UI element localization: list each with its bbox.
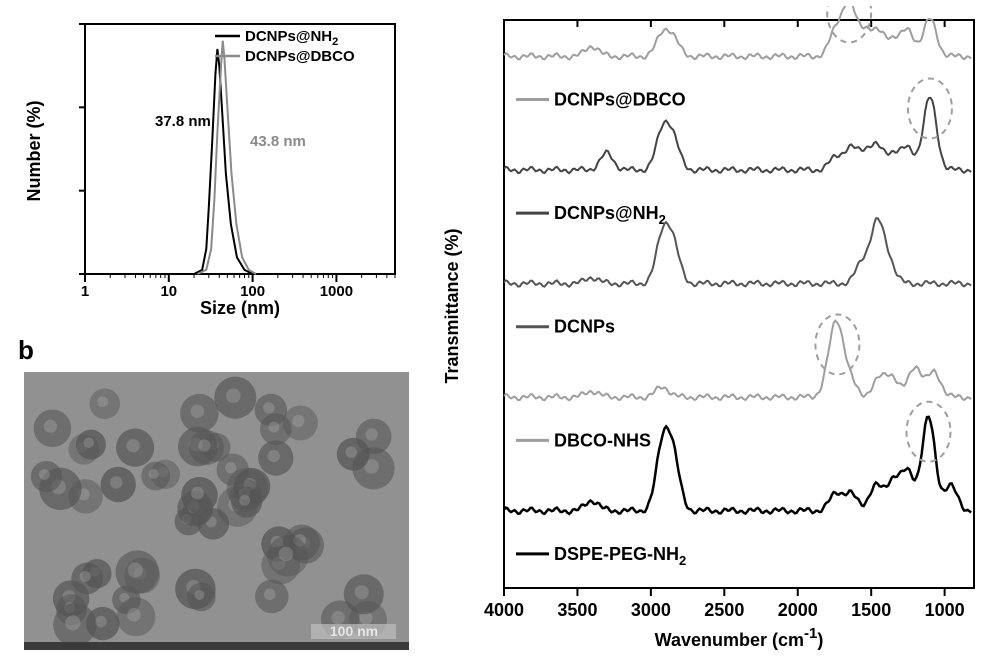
svg-text:10: 10 — [160, 283, 177, 300]
panel-c: 4000350030002500200015001000 DCNPs@DBCOD… — [430, 6, 985, 656]
panel-b-label: b — [18, 335, 34, 366]
panel-a-ylabel: Number (%) — [24, 100, 44, 201]
annotation-43-8: 43.8 nm — [250, 133, 306, 150]
svg-text:1500: 1500 — [851, 600, 891, 620]
scalebar-text: 100 nm — [330, 623, 378, 639]
panel-a: 1101001000 37.8 nm 43.8 nm DCNPs@NH2 DCN… — [15, 6, 410, 321]
svg-text:1000: 1000 — [320, 283, 353, 300]
ftir-label-4: DSPE-PEG-NH2 — [554, 544, 686, 568]
ftir-traces: DCNPs@DBCO DCNPs@NH2 DCNPs DBCO-NHS DSPE-PEG… — [504, 6, 971, 568]
panel-b: 100 nm — [24, 372, 409, 650]
panel-a-xticks: 1101001000 — [81, 274, 395, 300]
ftir-circle-0 — [827, 6, 871, 42]
panel-a-svg: 1101001000 37.8 nm 43.8 nm DCNPs@NH2 DCN… — [15, 6, 410, 321]
ftir-label-2: DCNPs — [554, 317, 615, 337]
panel-a-legend: DCNPs@NH2 DCNPs@DBCO — [215, 28, 355, 65]
legend-label-nh2: DCNPs@NH2 — [245, 28, 338, 48]
svg-text:2500: 2500 — [704, 600, 744, 620]
svg-text:2000: 2000 — [778, 600, 818, 620]
ftir-label-0: DCNPs@DBCO — [554, 90, 686, 110]
svg-text:3000: 3000 — [631, 600, 671, 620]
series-nh2 — [194, 49, 253, 274]
legend-label-dbco: DCNPs@DBCO — [245, 48, 355, 65]
ftir-trace-0 — [504, 6, 971, 60]
panel-a-xlabel: Size (nm) — [200, 298, 280, 318]
panel-b-svg: 100 nm — [24, 372, 409, 650]
panel-c-svg: 4000350030002500200015001000 DCNPs@DBCOD… — [430, 6, 985, 656]
annotation-37-8: 37.8 nm — [155, 113, 211, 130]
panel-c-ylabel: Transmittance (%) — [442, 228, 462, 383]
ftir-circle-4 — [906, 402, 950, 462]
tem-bottom-bar — [24, 642, 409, 650]
svg-text:4000: 4000 — [484, 600, 524, 620]
svg-text:1000: 1000 — [925, 600, 965, 620]
svg-text:3500: 3500 — [557, 600, 597, 620]
ftir-label-3: DBCO-NHS — [554, 430, 651, 450]
ftir-trace-2 — [504, 218, 971, 287]
figure-container: a 1101001000 37.8 nm 43.8 nm DCNPs@NH2 — [0, 0, 1000, 672]
panel-c-xlabel: Wavenumber (cm-1) — [655, 625, 824, 650]
panel-a-plot: 1101001000 37.8 nm 43.8 nm DCNPs@NH2 DCN… — [79, 24, 395, 300]
svg-text:1: 1 — [81, 283, 89, 300]
ftir-circle-1 — [908, 79, 952, 139]
ftir-label-1: DCNPs@NH2 — [554, 203, 666, 227]
